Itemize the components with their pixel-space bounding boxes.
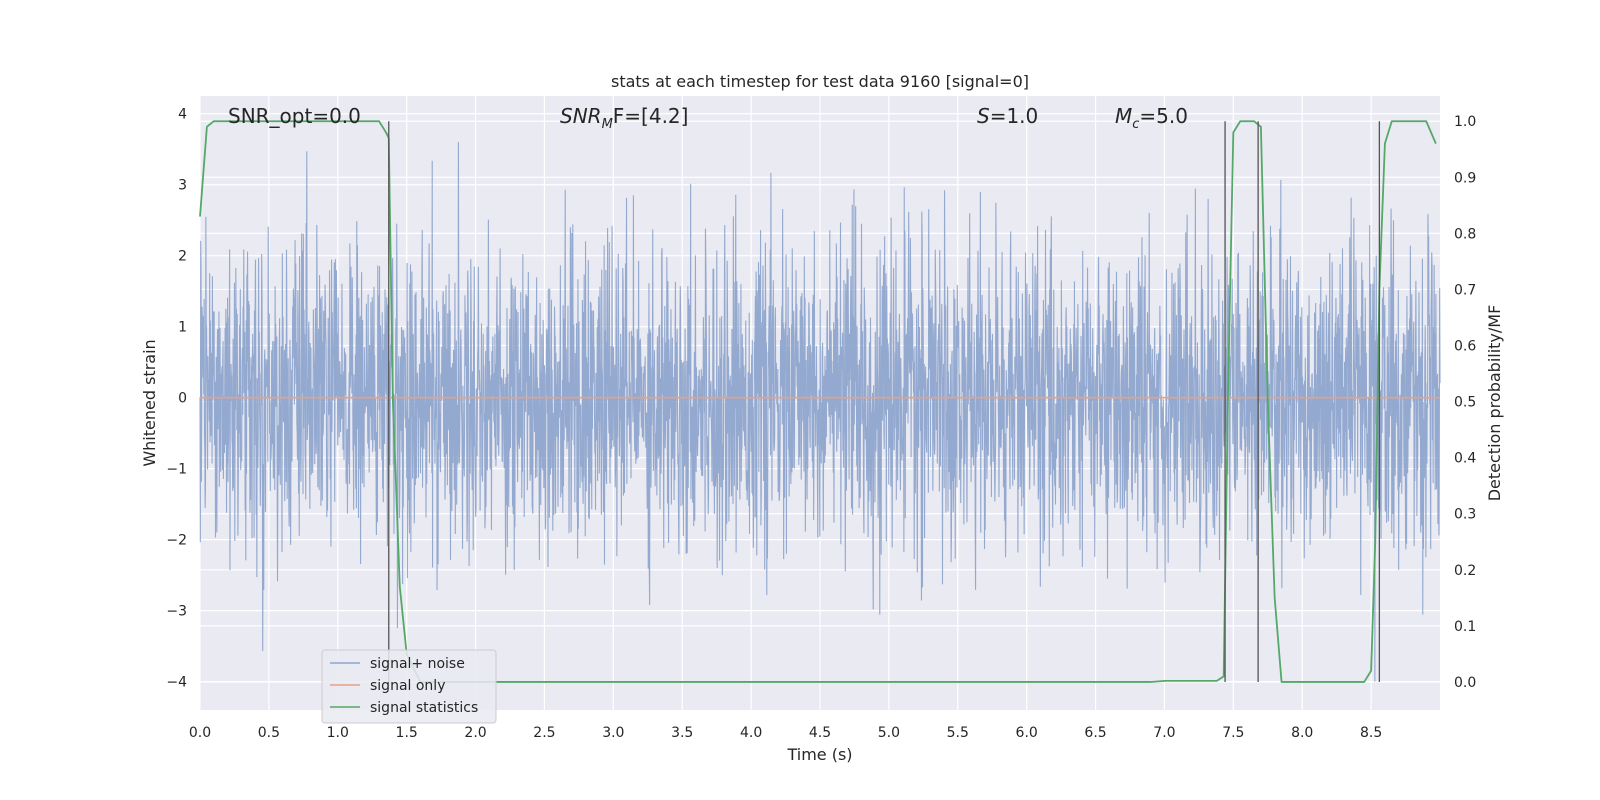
x-tick-label: 3.5: [671, 725, 693, 741]
y2-tick-label: 0.9: [1454, 170, 1476, 186]
x-tick-label: 0.5: [258, 725, 280, 741]
y-tick-label: 0: [178, 391, 187, 407]
series-layer: [199, 120, 1440, 683]
y2-tick-label: 0.0: [1454, 675, 1476, 691]
vertical-markers: [388, 121, 1381, 682]
annotation-s-label: S: [977, 104, 990, 128]
annotation-snr-mf-sub: M: [602, 117, 613, 132]
y-tick-label: 4: [178, 107, 187, 123]
x-tick-label: 3.0: [602, 725, 624, 741]
x-tick-label: 2.0: [464, 725, 486, 741]
x-tick-label: 1.0: [327, 725, 349, 741]
y2-tick-label: 0.6: [1454, 339, 1476, 355]
x-tick-label: 0.0: [189, 725, 211, 741]
y-axis-label: Whitened strain: [140, 339, 159, 466]
x-tick-label: 4.0: [740, 725, 762, 741]
y-tick-label: 1: [178, 320, 187, 336]
x-tick-label: 8.0: [1291, 725, 1313, 741]
x-tick-label: 5.5: [947, 725, 969, 741]
y2-tick-label: 0.5: [1454, 395, 1476, 411]
y2-axis-ticks: 1.0 0.9 0.8 0.7 0.6 0.5 0.4 0.3 0.2 0.1 0.0: [1454, 114, 1476, 691]
x-tick-label: 7.5: [1222, 725, 1244, 741]
signal-statistics-line: [199, 120, 1437, 683]
annotation-mc-value: =5.0: [1139, 104, 1188, 128]
annotation-mc-sub: c: [1132, 117, 1139, 132]
y2-tick-label: 0.3: [1454, 507, 1476, 523]
y-axis-ticks: 4 3 2 1 0 −1 −2 −3 −4: [166, 107, 187, 691]
chart-title: stats at each timestep for test data 916…: [611, 72, 1029, 91]
x-tick-label: 2.5: [533, 725, 555, 741]
y2-tick-label: 0.4: [1454, 451, 1476, 467]
y2-tick-label: 0.8: [1454, 226, 1476, 242]
annotation-snr-mf-rest: F=[4.2]: [613, 104, 689, 128]
y2-tick-label: 0.1: [1454, 619, 1476, 635]
x-tick-label: 1.5: [396, 725, 418, 741]
y-tick-label: −3: [166, 604, 187, 620]
annotation-snr-mf: SNRMF=[4.2]: [560, 104, 688, 132]
legend-box: [321, 649, 497, 724]
annotation-snr-mf-main: SNR: [560, 104, 602, 128]
x-axis-label: Time (s): [786, 745, 852, 764]
y-tick-label: 2: [178, 249, 187, 265]
annotation-s: S=1.0: [977, 104, 1038, 128]
y-tick-label: −1: [166, 462, 187, 478]
y-tick-label: 3: [178, 178, 187, 194]
y2-tick-label: 0.7: [1454, 282, 1476, 298]
x-tick-label: 7.0: [1153, 725, 1175, 741]
legend: signal+ noise signal only signal statist…: [321, 649, 497, 724]
x-tick-label: 5.0: [878, 725, 900, 741]
x-tick-label: 4.5: [809, 725, 831, 741]
y2-tick-label: 0.2: [1454, 563, 1476, 579]
annotation-s-value: =1.0: [990, 104, 1039, 128]
y-tick-label: −4: [166, 675, 187, 691]
y2-tick-label: 1.0: [1454, 114, 1476, 130]
y-tick-label: −2: [166, 533, 187, 549]
signal-noise-line: [199, 142, 1441, 682]
x-tick-label: 8.5: [1360, 725, 1382, 741]
x-axis-ticks: 0.0 0.5 1.0 1.5 2.0 2.5 3.0 3.5 4.0 4.5 5.0 5.5 6.0 6…: [189, 725, 1382, 741]
annotation-mc: Mc=5.0: [1115, 104, 1188, 132]
legend-label-signal-statistics: signal statistics: [370, 700, 478, 716]
x-tick-label: 6.0: [1016, 725, 1038, 741]
annotation-mc-main: M: [1115, 104, 1132, 128]
signal-noise-series: [199, 142, 1441, 682]
legend-label-signal-only: signal only: [370, 678, 445, 694]
y2-axis-label: Detection probability/MF: [1485, 305, 1504, 502]
legend-label-signal-noise: signal+ noise: [370, 656, 465, 672]
x-tick-label: 6.5: [1084, 725, 1106, 741]
annotation-snr-opt: SNR_opt=0.0: [228, 104, 361, 128]
